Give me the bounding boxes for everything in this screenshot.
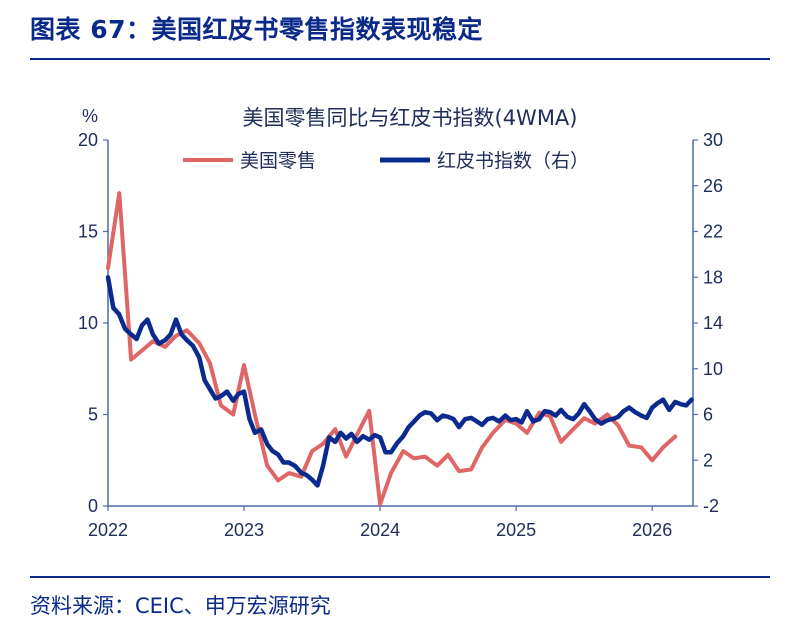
y-right-tick-label: 2 bbox=[703, 450, 713, 470]
y-left-tick-label: 15 bbox=[78, 222, 98, 242]
y-left-unit-label: % bbox=[82, 106, 98, 126]
legend-label-retail: 美国零售 bbox=[240, 150, 316, 172]
series-line-redbook bbox=[105, 275, 694, 488]
y-right-tick-label: 26 bbox=[703, 176, 723, 196]
x-tick-label: 2022 bbox=[88, 520, 128, 540]
y-left-tick-label: 0 bbox=[88, 496, 98, 516]
x-tick-label: 2025 bbox=[496, 520, 536, 540]
y-right-tick-label: -2 bbox=[703, 496, 719, 516]
legend-label-redbook: 红皮书指数（右） bbox=[437, 150, 589, 172]
y-right-tick-label: 22 bbox=[703, 222, 723, 242]
y-left-tick-label: 20 bbox=[78, 130, 98, 150]
y-right-tick-label: 6 bbox=[703, 405, 713, 425]
x-tick-label: 2026 bbox=[632, 520, 672, 540]
x-tick-label: 2023 bbox=[224, 520, 264, 540]
y-left-tick-label: 10 bbox=[78, 313, 98, 333]
y-right-tick-label: 30 bbox=[703, 130, 723, 150]
source-rule bbox=[30, 576, 770, 578]
title-rule bbox=[30, 58, 770, 60]
chart-title: 美国零售同比与红皮书指数(4WMA) bbox=[243, 106, 578, 130]
y-right-tick-label: 14 bbox=[703, 313, 723, 333]
source-note: 资料来源：CEIC、申万宏源研究 bbox=[30, 594, 331, 618]
x-tick-label: 2024 bbox=[360, 520, 400, 540]
series-line-retail bbox=[106, 191, 678, 507]
y-right-tick-label: 10 bbox=[703, 359, 723, 379]
y-left-tick-label: 5 bbox=[88, 405, 98, 425]
figure-title: 图表 67：美国红皮书零售指数表现稳定 bbox=[30, 15, 483, 44]
y-right-tick-label: 18 bbox=[703, 267, 723, 287]
